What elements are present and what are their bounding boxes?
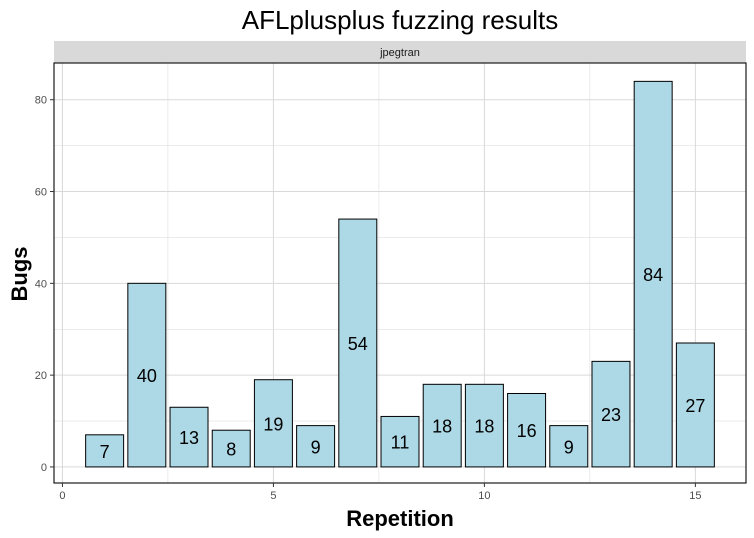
bar-value-label: 18 — [432, 417, 452, 437]
x-tick-label: 0 — [59, 490, 65, 502]
chart-title: AFLplusplus fuzzing results — [242, 5, 558, 35]
bar-value-label: 84 — [643, 265, 663, 285]
bar — [380, 415, 420, 468]
bar — [253, 379, 293, 468]
bar-value-label: 40 — [137, 366, 157, 386]
bar-value-label: 8 — [226, 440, 236, 460]
bar-value-label: 11 — [391, 433, 410, 453]
bar-value-label: 54 — [348, 334, 368, 354]
bar-value-label: 13 — [179, 428, 199, 448]
y-axis: 0 20 40 60 80 — [35, 95, 54, 474]
y-tick-label: 0 — [41, 462, 47, 474]
plot-panel — [54, 63, 746, 483]
bar — [675, 342, 715, 468]
bar — [633, 80, 673, 468]
y-tick-label: 80 — [35, 95, 47, 107]
bar — [127, 282, 167, 468]
y-tick-label: 20 — [35, 370, 47, 382]
bar-value-label: 7 — [100, 442, 110, 462]
bars — [85, 80, 715, 468]
data-labels: 7 40 13 8 19 9 54 11 18 18 16 9 23 84 27 — [100, 265, 706, 462]
bar-value-label: 9 — [311, 437, 321, 457]
x-tick-label: 15 — [689, 490, 701, 502]
bar — [549, 425, 589, 468]
y-tick-label: 60 — [35, 187, 47, 199]
bar — [211, 429, 251, 468]
y-tick-label: 40 — [35, 278, 47, 290]
bar-value-label: 16 — [517, 421, 537, 441]
bar — [85, 434, 125, 468]
x-tick-label: 5 — [270, 490, 276, 502]
bar — [507, 392, 547, 468]
x-axis-title: Repetition — [346, 506, 454, 531]
bar-value-label: 9 — [564, 437, 574, 457]
bar-value-label: 23 — [601, 405, 621, 425]
bar-value-label: 19 — [263, 414, 283, 434]
bar — [464, 383, 504, 468]
x-axis: 0 5 10 15 — [59, 483, 701, 502]
bar — [296, 425, 336, 468]
bar — [169, 406, 209, 468]
facet-strip — [54, 41, 746, 63]
bar — [591, 360, 631, 468]
bar — [422, 383, 462, 468]
bar — [338, 218, 378, 468]
y-axis-title: Bugs — [7, 247, 32, 302]
bar-value-label: 18 — [474, 417, 494, 437]
panel-border — [53, 62, 747, 484]
x-tick-label: 10 — [478, 490, 490, 502]
bar-value-label: 27 — [685, 396, 705, 416]
facet-strip-label: jpegtran — [379, 47, 420, 59]
